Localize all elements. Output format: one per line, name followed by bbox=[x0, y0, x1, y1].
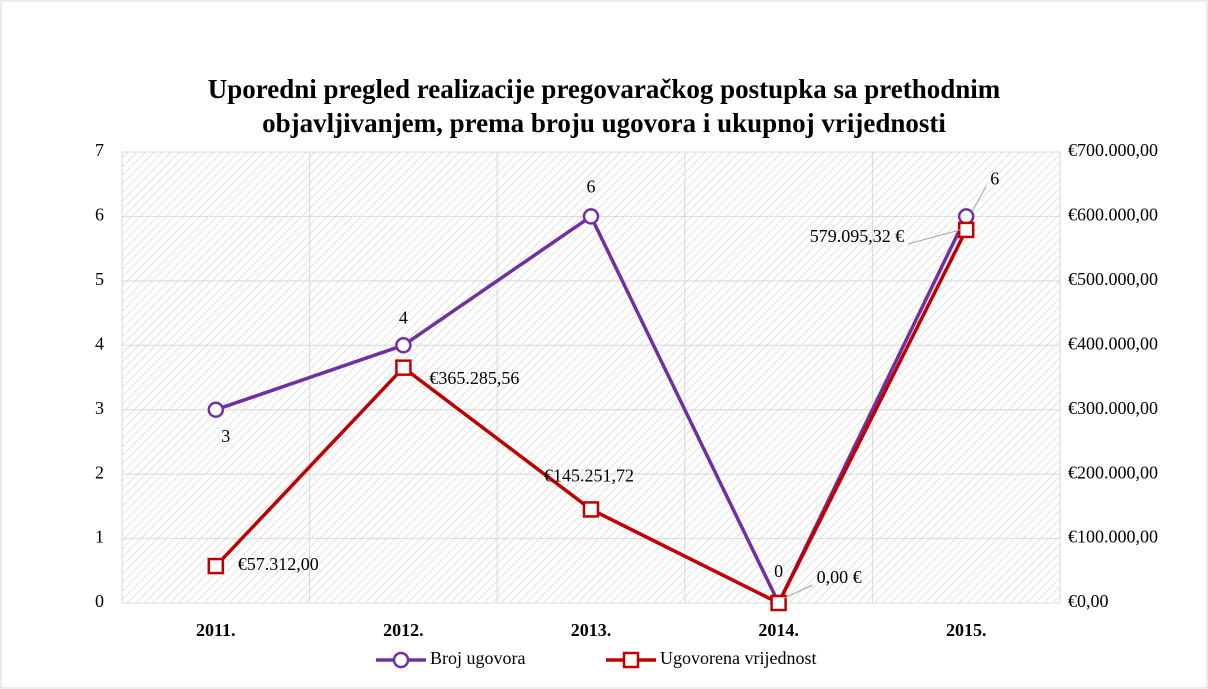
data-label: €145.251,72 bbox=[544, 466, 634, 486]
marker bbox=[957, 221, 975, 239]
x-tick-label: 2013. bbox=[571, 620, 612, 640]
marker bbox=[770, 594, 787, 612]
data-label: €57.312,00 bbox=[238, 554, 319, 574]
data-label: 6 bbox=[587, 177, 596, 197]
marker bbox=[582, 501, 600, 518]
data-label: 3 bbox=[221, 426, 230, 446]
data-label: €365.285,56 bbox=[429, 368, 519, 388]
y2-tick-label: €700.000,00 bbox=[1068, 140, 1158, 160]
x-tick-label: 2011. bbox=[196, 620, 236, 640]
data-label: 0 bbox=[774, 561, 783, 581]
data-label: 579.095,32 € bbox=[810, 226, 905, 246]
plot-area bbox=[122, 152, 1060, 603]
x-tick-label: 2015. bbox=[946, 620, 987, 640]
y-tick-label: 7 bbox=[95, 140, 104, 160]
data-label: 4 bbox=[399, 307, 408, 327]
marker bbox=[582, 208, 600, 225]
x-tick-label: 2012. bbox=[383, 620, 424, 640]
legend-label: Broj ugovora bbox=[430, 648, 525, 668]
y2-tick-label: €200.000,00 bbox=[1068, 462, 1158, 482]
legend-marker bbox=[392, 651, 410, 669]
y-tick-label: 6 bbox=[95, 205, 104, 225]
label-leader bbox=[908, 229, 961, 245]
legend-marker bbox=[622, 651, 640, 669]
y2-tick-label: €100.000,00 bbox=[1068, 527, 1158, 547]
legend-label: Ugovorena vrijednost bbox=[660, 648, 816, 668]
y2-tick-label: €0,00 bbox=[1068, 591, 1109, 611]
y-tick-label: 0 bbox=[95, 591, 104, 611]
label-leader bbox=[971, 186, 987, 212]
y2-tick-label: €600.000,00 bbox=[1068, 205, 1158, 225]
data-label: 6 bbox=[990, 169, 999, 189]
y-tick-label: 1 bbox=[95, 527, 104, 547]
y-tick-label: 2 bbox=[95, 462, 104, 482]
marker bbox=[395, 359, 412, 376]
y-tick-label: 3 bbox=[95, 398, 104, 418]
y-tick-label: 5 bbox=[95, 269, 104, 289]
marker bbox=[207, 401, 225, 418]
marker bbox=[395, 337, 412, 354]
y2-tick-label: €300.000,00 bbox=[1068, 398, 1158, 418]
y-tick-label: 4 bbox=[95, 333, 104, 353]
data-label: 0,00 € bbox=[817, 567, 862, 587]
y2-tick-label: €400.000,00 bbox=[1068, 333, 1158, 353]
marker bbox=[207, 557, 225, 575]
label-leader bbox=[784, 584, 813, 599]
y2-tick-label: €500.000,00 bbox=[1068, 269, 1158, 289]
marker bbox=[957, 208, 975, 225]
x-tick-label: 2014. bbox=[758, 620, 799, 640]
chart-title: Uporedni pregled realizacije pregovaračk… bbox=[207, 74, 1001, 138]
